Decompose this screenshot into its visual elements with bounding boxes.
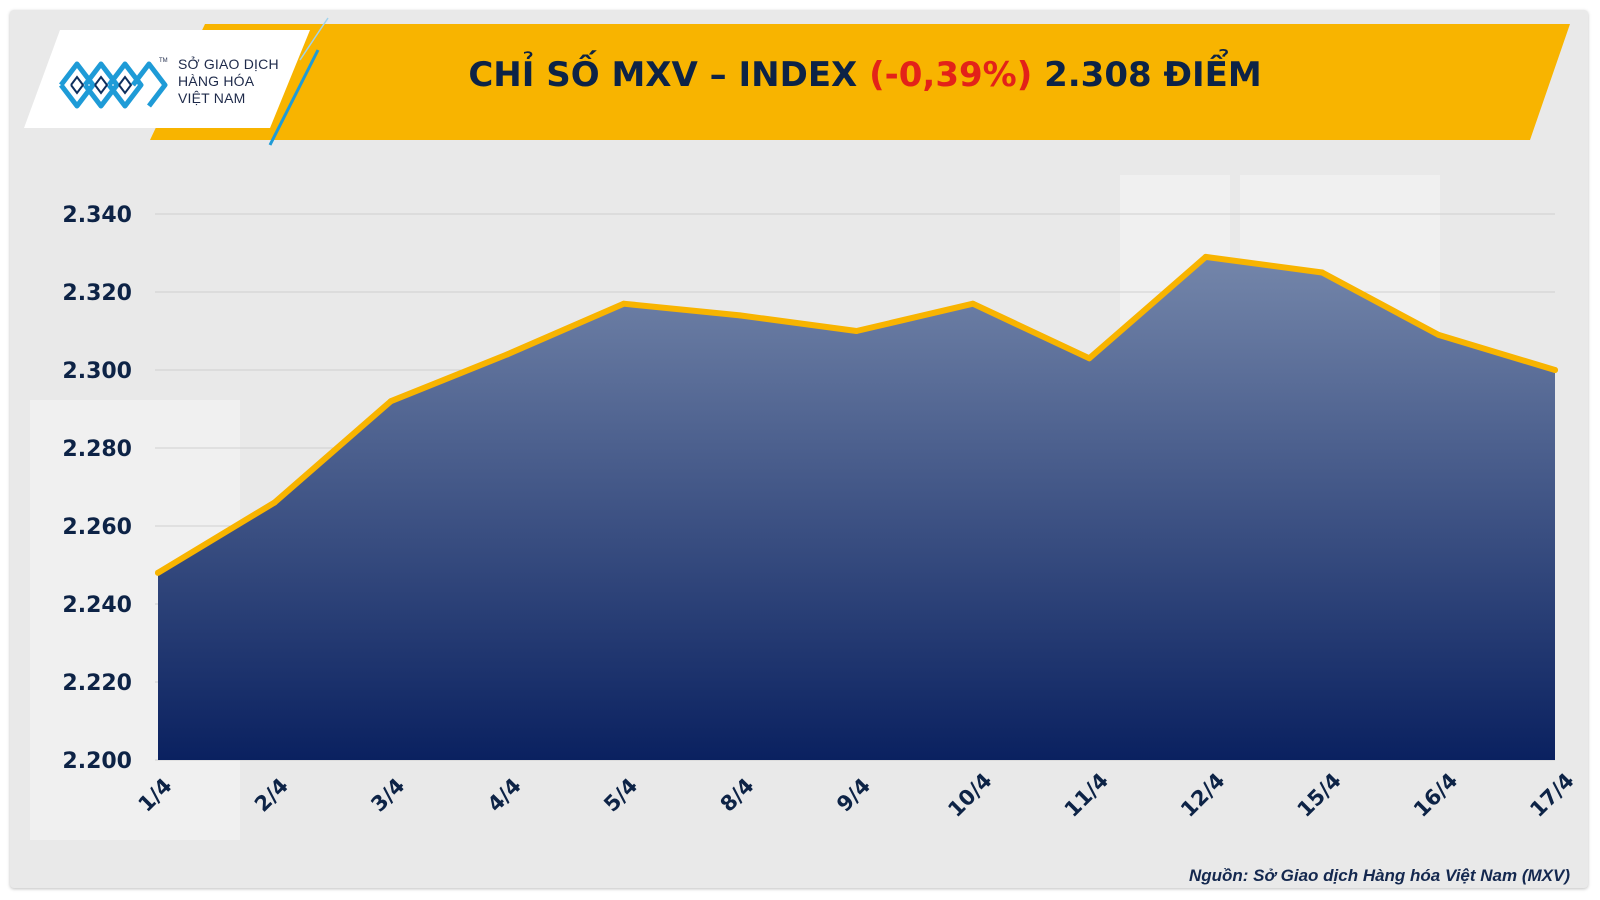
data-point [1435, 331, 1442, 338]
banner-background [150, 24, 1570, 140]
data-point [271, 499, 278, 506]
y-tick-label: 2.300 [62, 359, 132, 384]
logo-trademark: TM [159, 58, 168, 64]
y-tick-label: 2.320 [62, 281, 132, 306]
logo-line-1: SỞ GIAO DỊCH [178, 56, 279, 72]
x-tick-label: 8/4 [716, 774, 759, 817]
y-tick-label: 2.200 [62, 749, 132, 774]
title-banner [24, 17, 1570, 146]
data-point [155, 569, 161, 576]
area-fill [158, 256, 1555, 760]
source-note: Nguồn: Sở Giao dịch Hàng hóa Việt Nam (M… [1188, 866, 1570, 885]
y-tick-label: 2.220 [62, 671, 132, 696]
x-tick-label: 1/4 [134, 774, 177, 817]
data-point [1319, 269, 1326, 276]
x-tick-label: 10/4 [943, 768, 996, 821]
logo-mark-icon: TM [59, 58, 168, 109]
data-point [853, 328, 860, 334]
x-tick-label: 5/4 [599, 774, 642, 817]
data-point [620, 300, 627, 307]
chart-title: CHỈ SỐ MXV – INDEX (-0,39%) 2.308 ĐIỂM [330, 55, 1400, 95]
y-tick-label: 2.280 [62, 437, 132, 462]
x-tick-label: 4/4 [483, 774, 526, 817]
title-prefix: CHỈ SỐ MXV – INDEX [468, 55, 870, 95]
x-tick-label: 9/4 [832, 774, 875, 817]
data-point [969, 300, 976, 307]
logo: TM SỞ GIAO DỊCH HÀNG HÓA VIỆT NAM [0, 0, 340, 150]
logo-background [24, 30, 310, 128]
y-tick-label: 2.260 [62, 515, 132, 540]
y-axis-ticks: 2.200 2.220 2.240 2.260 2.280 2.300 2.320 2.340 [62, 203, 132, 774]
banner-accent-line [268, 49, 320, 146]
x-tick-label: 15/4 [1293, 768, 1346, 821]
title-change: (-0,39%) [869, 55, 1033, 95]
title-suffix: 2.308 ĐIỂM [1032, 55, 1262, 95]
data-point [1086, 355, 1093, 362]
logo-line-2: HÀNG HÓA [178, 73, 255, 89]
x-tick-label: 16/4 [1409, 768, 1462, 821]
data-point [504, 351, 511, 358]
data-point [1202, 253, 1209, 260]
logo-line-3: VIỆT NAM [178, 90, 246, 106]
x-axis-ticks: 1/4 2/4 3/4 4/4 5/4 8/4 9/4 10/4 11/4 12/4 15/4 16/… [134, 768, 1579, 821]
line-group [155, 253, 1558, 576]
y-tick-label: 2.340 [62, 203, 132, 228]
x-tick-label: 12/4 [1176, 768, 1229, 821]
data-point [387, 398, 394, 405]
logo-text: SỞ GIAO DỊCH HÀNG HÓA VIỆT NAM [178, 56, 279, 107]
x-tick-label: 2/4 [250, 774, 293, 817]
x-tick-label: 11/4 [1060, 768, 1113, 821]
data-point [1552, 367, 1558, 373]
banner-accent-line [299, 17, 329, 61]
area-fill-group [158, 256, 1555, 760]
x-tick-label: 17/4 [1525, 768, 1578, 821]
data-point [737, 312, 744, 319]
y-tick-label: 2.240 [62, 593, 132, 618]
x-tick-label: 3/4 [366, 774, 409, 817]
